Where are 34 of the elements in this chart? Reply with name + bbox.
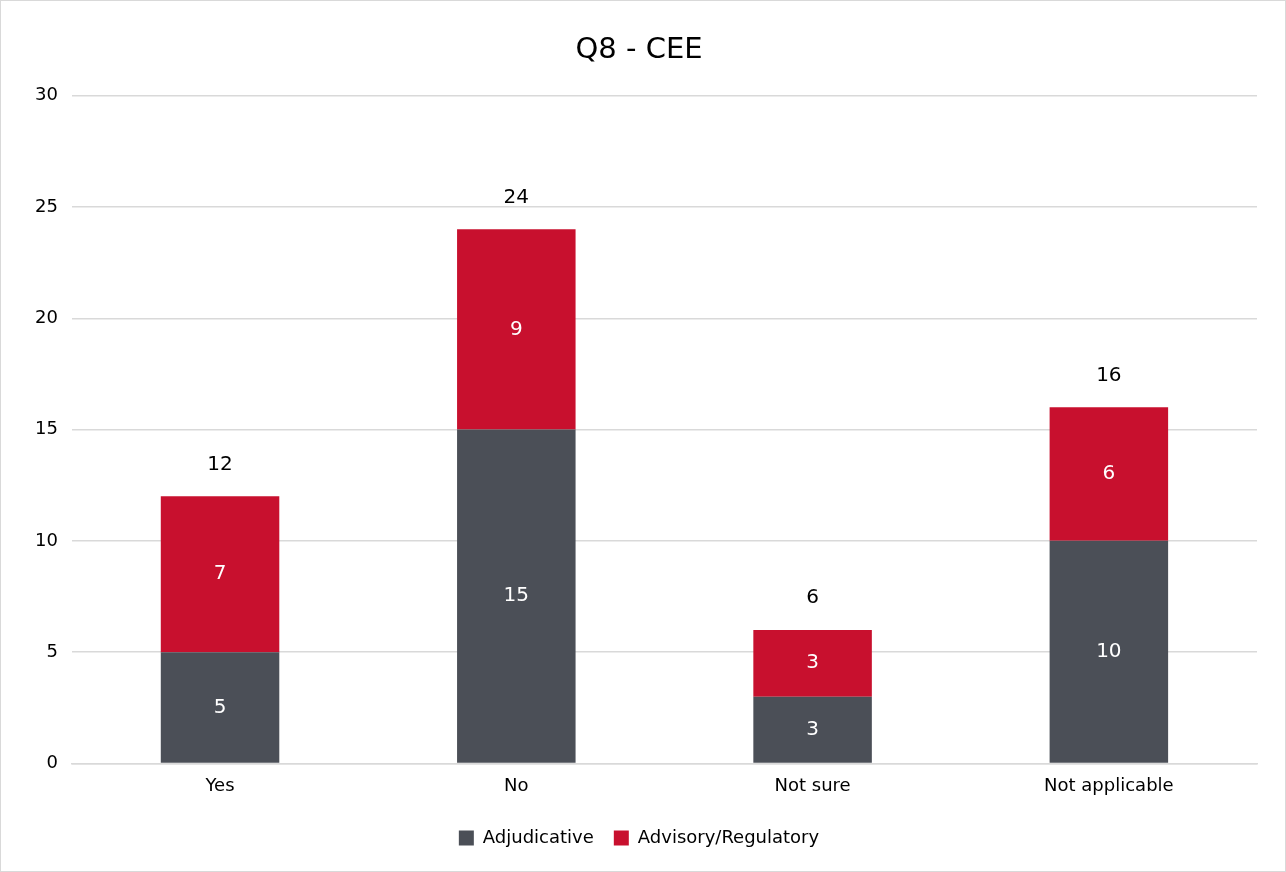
bar [753,696,872,763]
y-tick-label: 10 [35,528,58,550]
total-label: 12 [207,450,233,475]
bar [457,429,576,763]
total-label: 24 [503,183,530,208]
total-label: 16 [1096,361,1122,386]
y-tick-label: 15 [35,417,58,439]
data-label: 10 [1096,637,1122,662]
bar [160,496,280,653]
data-label: 3 [806,715,819,740]
y-tick-label: 25 [35,194,58,216]
bar [160,652,280,763]
data-label: 7 [213,560,227,585]
data-label: 6 [1102,460,1116,485]
bar [1049,540,1169,763]
data-label: 5 [213,693,227,718]
y-tick-label: 5 [46,639,58,661]
bar [457,229,576,430]
y-tick-label: 30 [35,83,58,105]
y-tick-label: 0 [46,751,58,773]
y-tick-label: 20 [35,306,58,328]
chart-title: Q8 - CEE [575,30,703,65]
x-tick-label: Not applicable [1044,773,1174,795]
x-tick-label: No [504,773,529,795]
x-tick-label: Not sure [774,773,851,795]
legend-label: Adjudicative [482,825,594,847]
total-label: 6 [806,584,819,609]
data-label: 9 [509,315,523,340]
data-label: 15 [503,582,530,607]
legend-label: Advisory/Regulatory [637,825,820,847]
data-label: 3 [806,649,819,674]
bar [753,629,872,697]
x-tick-label: Yes [204,773,235,795]
bar [1049,407,1169,541]
